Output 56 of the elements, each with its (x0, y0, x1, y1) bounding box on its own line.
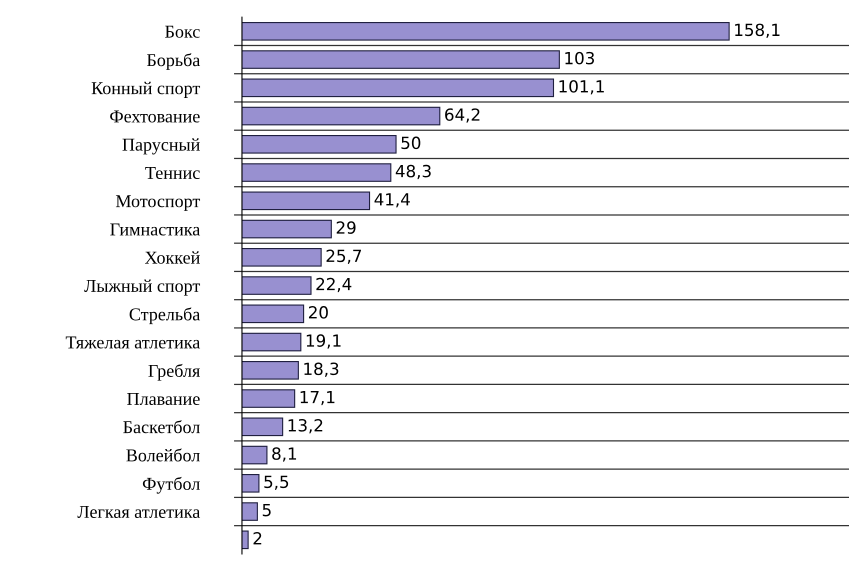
data-label: 50 (401, 136, 420, 150)
data-label: 29 (336, 221, 356, 234)
y-tick-label: Плавание (127, 392, 200, 405)
bar (242, 502, 258, 521)
data-label: 17,1 (300, 391, 334, 406)
y-tick-label: Теннис (145, 167, 200, 180)
data-label: 2 (254, 532, 262, 544)
bar (242, 192, 370, 210)
data-label: 22,4 (316, 278, 352, 292)
y-tick-label: Волейбол (126, 448, 200, 462)
bar (242, 248, 322, 267)
bar (242, 304, 304, 324)
y-tick-label: Гимнастика (110, 224, 200, 236)
bar (242, 417, 284, 436)
bar (242, 530, 249, 550)
data-label: 25,7 (326, 250, 362, 264)
y-tick-label: Фехтование (110, 110, 200, 123)
data-label: 64,2 (445, 108, 480, 123)
data-label: 158,1 (735, 24, 780, 38)
y-tick-label: Парусный (122, 138, 200, 154)
y-tick-label: Баскетбол (123, 420, 200, 434)
bar (242, 446, 268, 464)
data-label: 103 (565, 52, 594, 64)
bar (242, 276, 312, 295)
y-tick-label: Хоккей (144, 251, 200, 264)
bar (242, 106, 440, 126)
bar (242, 332, 302, 352)
y-tick-label: Лыжный спорт (84, 279, 200, 296)
y-tick-label: Стрельба (130, 307, 200, 324)
y-tick-label: Бокс (165, 26, 200, 38)
y-tick-label: Футбол (142, 476, 200, 494)
data-label: 20 (308, 306, 328, 319)
data-label: 8,1 (272, 447, 296, 462)
data-label: 19,1 (306, 334, 341, 349)
bar (242, 360, 299, 380)
y-tick-label: Легкая атлетика (78, 506, 200, 518)
bar (242, 78, 554, 98)
data-label: 101,1 (559, 80, 604, 94)
data-label: 5 (262, 504, 271, 516)
y-tick-label: Борьба (146, 53, 200, 70)
y-tick-label: Конный спорт (92, 82, 200, 98)
bar (242, 163, 392, 182)
bar (242, 50, 560, 69)
y-tick-label: Мотоспорт (116, 195, 200, 211)
bar (242, 474, 260, 493)
data-label: 18,3 (304, 362, 338, 377)
bar (242, 135, 397, 154)
data-label: 13,2 (288, 419, 322, 434)
y-tick-label: Тяжелая атлетика (66, 336, 200, 348)
bar (242, 220, 332, 238)
bar (242, 389, 296, 408)
data-label: 48,3 (396, 164, 431, 180)
bar (242, 22, 730, 41)
data-label: 5,5 (264, 476, 288, 490)
data-label: 41,4 (374, 193, 410, 208)
y-tick-label: Гребля (148, 364, 200, 381)
